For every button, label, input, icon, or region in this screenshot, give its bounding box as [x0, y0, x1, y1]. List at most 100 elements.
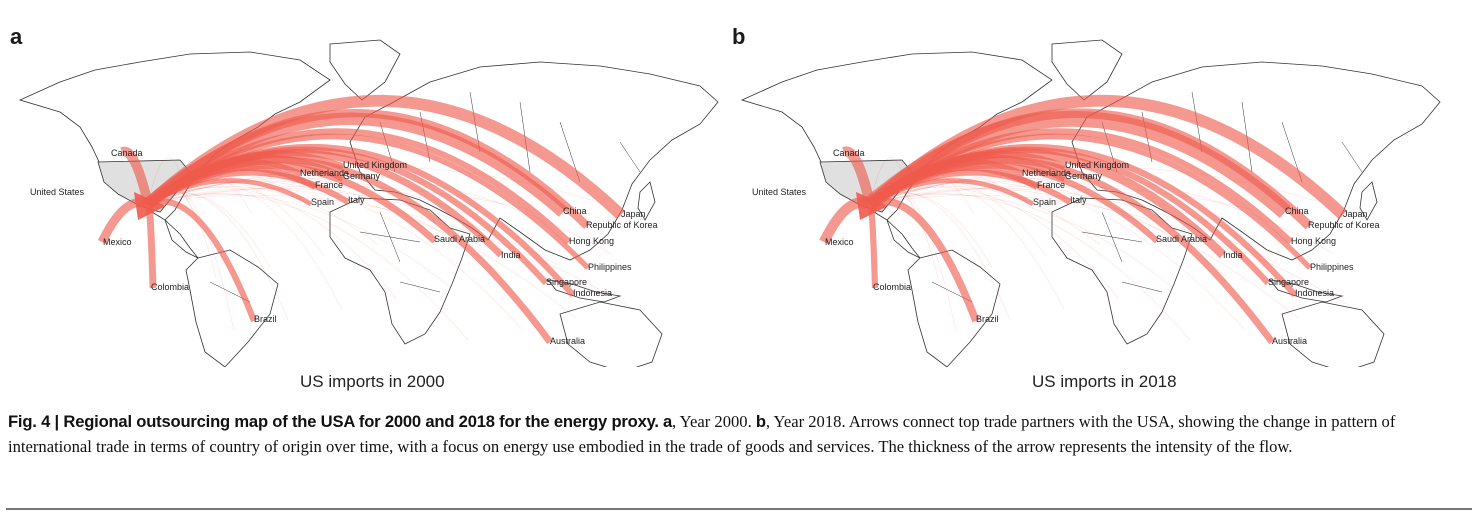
- minor-flow: [869, 188, 1299, 319]
- country-label-hong-kong: Hong Kong: [569, 236, 614, 246]
- country-label-spain: Spain: [1033, 197, 1056, 207]
- country-label-netherlands: Netherlands: [300, 168, 349, 178]
- minor-flow: [147, 186, 397, 299]
- flow-arc-canada: [120, 146, 153, 206]
- country-label-netherlands: Netherlands: [1022, 168, 1071, 178]
- landmass-central-america: [164, 219, 199, 259]
- country-label-saudi-arabia: Saudi Arabia: [434, 234, 485, 244]
- landmass-australia: [1281, 301, 1385, 367]
- country-label-singapore: Singapore: [1268, 277, 1309, 287]
- country-label-united-kingdom: United Kingdom: [1065, 160, 1129, 170]
- country-label-canada: Canada: [833, 148, 865, 158]
- minor-flow: [147, 188, 577, 319]
- landmass-greenland: [329, 39, 401, 101]
- country-label-united-states: United States: [752, 187, 807, 197]
- country-label-brazil: Brazil: [976, 314, 999, 324]
- country-label-republic-of-korea: Republic of Korea: [1308, 220, 1380, 230]
- country-label-saudi-arabia: Saudi Arabia: [1156, 234, 1207, 244]
- landmass-central-america: [886, 219, 921, 259]
- country-label-indonesia: Indonesia: [1295, 288, 1334, 298]
- landmass-japan: [637, 181, 656, 221]
- caption-part-b-text: , Year 2018. Arrows connect top trade pa…: [8, 412, 1396, 456]
- landmass-south-america: [185, 249, 279, 367]
- flow-arrowhead: [856, 192, 888, 220]
- country-label-australia: Australia: [550, 336, 585, 346]
- minor-flow: [147, 157, 181, 205]
- caption-part-a-letter: a: [662, 412, 672, 431]
- minor-flow: [869, 194, 1353, 308]
- country-border: [399, 281, 441, 293]
- flow-arc-australia: [146, 156, 553, 345]
- country-label-mexico: Mexico: [825, 237, 854, 247]
- country-label-india: India: [1223, 250, 1243, 260]
- country-border: [619, 141, 641, 173]
- country-border: [359, 231, 421, 243]
- country-label-philippines: Philippines: [1310, 262, 1354, 272]
- flow-arrowhead: [134, 192, 166, 220]
- country-border: [1121, 281, 1163, 293]
- country-label-brazil: Brazil: [254, 314, 277, 324]
- country-label-singapore: Singapore: [546, 277, 587, 287]
- panel-letter-b: b: [732, 24, 746, 49]
- country-border: [1081, 231, 1143, 243]
- flow-arc-canada: [842, 146, 876, 206]
- minor-flow: [147, 185, 541, 213]
- minor-flow: [869, 193, 1173, 288]
- landmass-australia: [559, 301, 663, 367]
- country-label-germany: Germany: [343, 171, 381, 181]
- country-label-australia: Australia: [1272, 336, 1307, 346]
- country-label-republic-of-korea: Republic of Korea: [586, 220, 658, 230]
- country-label-china: China: [1285, 206, 1309, 216]
- caption-part-a-text: , Year 2000.: [672, 412, 756, 431]
- country-label-germany: Germany: [1065, 171, 1103, 181]
- country-label-mexico: Mexico: [103, 237, 132, 247]
- map-caption-a: US imports in 2000: [300, 372, 445, 391]
- country-label-italy: Italy: [1070, 195, 1087, 205]
- country-label-united-states: United States: [30, 187, 85, 197]
- country-label-france: France: [1037, 180, 1065, 190]
- flow-arc-colombia: [866, 200, 879, 289]
- figure-title: Regional outsourcing map of the USA for …: [63, 412, 659, 431]
- flow-arc-republic-of-korea: [145, 109, 590, 229]
- landmass-africa: [1051, 197, 1193, 345]
- country-label-colombia: Colombia: [873, 282, 911, 292]
- country-label-united-kingdom: United Kingdom: [343, 160, 407, 170]
- landmass-japan: [1359, 181, 1378, 221]
- country-label-colombia: Colombia: [151, 282, 189, 292]
- minor-flow: [869, 185, 1263, 213]
- landmass-africa: [329, 197, 471, 345]
- country-label-hong-kong: Hong Kong: [1291, 236, 1336, 246]
- country-label-italy: Italy: [348, 195, 365, 205]
- minor-flow: [147, 185, 379, 246]
- country-label-japan: Japan: [1343, 209, 1368, 219]
- flow-arc-republic-of-korea: [866, 108, 1313, 230]
- flow-arc-colombia: [144, 200, 157, 289]
- country-label-spain: Spain: [311, 197, 334, 207]
- flow-arc-australia: [868, 156, 1275, 345]
- country-label-indonesia: Indonesia: [573, 288, 612, 298]
- minor-flow: [869, 185, 1101, 246]
- country-label-china: China: [563, 206, 587, 216]
- world-map-a: Canada United States Mexico Colombia Brazil U…: [18, 39, 719, 367]
- world-map-b: Canada United States Mexico Colombia Brazil U…: [740, 39, 1441, 367]
- map-panel-b: Canada United States Mexico Colombia Brazil U…: [722, 22, 1452, 402]
- map-panel-a: Canada United States Mexico Colombia Brazil U…: [0, 22, 730, 402]
- minor-flow: [869, 157, 903, 205]
- country-label-japan: Japan: [621, 209, 646, 219]
- landmass-greenland: [1051, 39, 1123, 101]
- map-caption-b: US imports in 2018: [1032, 372, 1177, 391]
- figure-label: Fig. 4 |: [8, 412, 64, 431]
- country-border: [1341, 141, 1363, 173]
- landmass-south-america: [907, 249, 1001, 367]
- country-label-philippines: Philippines: [588, 262, 632, 272]
- country-label-india: India: [501, 250, 521, 260]
- figure-caption: Fig. 4 | Regional outsourcing map of the…: [8, 410, 1448, 459]
- country-label-canada: Canada: [111, 148, 143, 158]
- minor-flow: [147, 194, 631, 308]
- minor-flow: [869, 186, 1119, 299]
- minor-flow: [147, 193, 469, 341]
- minor-flow: [869, 193, 1191, 341]
- caption-part-b-letter: b: [755, 412, 766, 431]
- minor-flow: [147, 193, 451, 288]
- caption-rule: [6, 508, 1472, 510]
